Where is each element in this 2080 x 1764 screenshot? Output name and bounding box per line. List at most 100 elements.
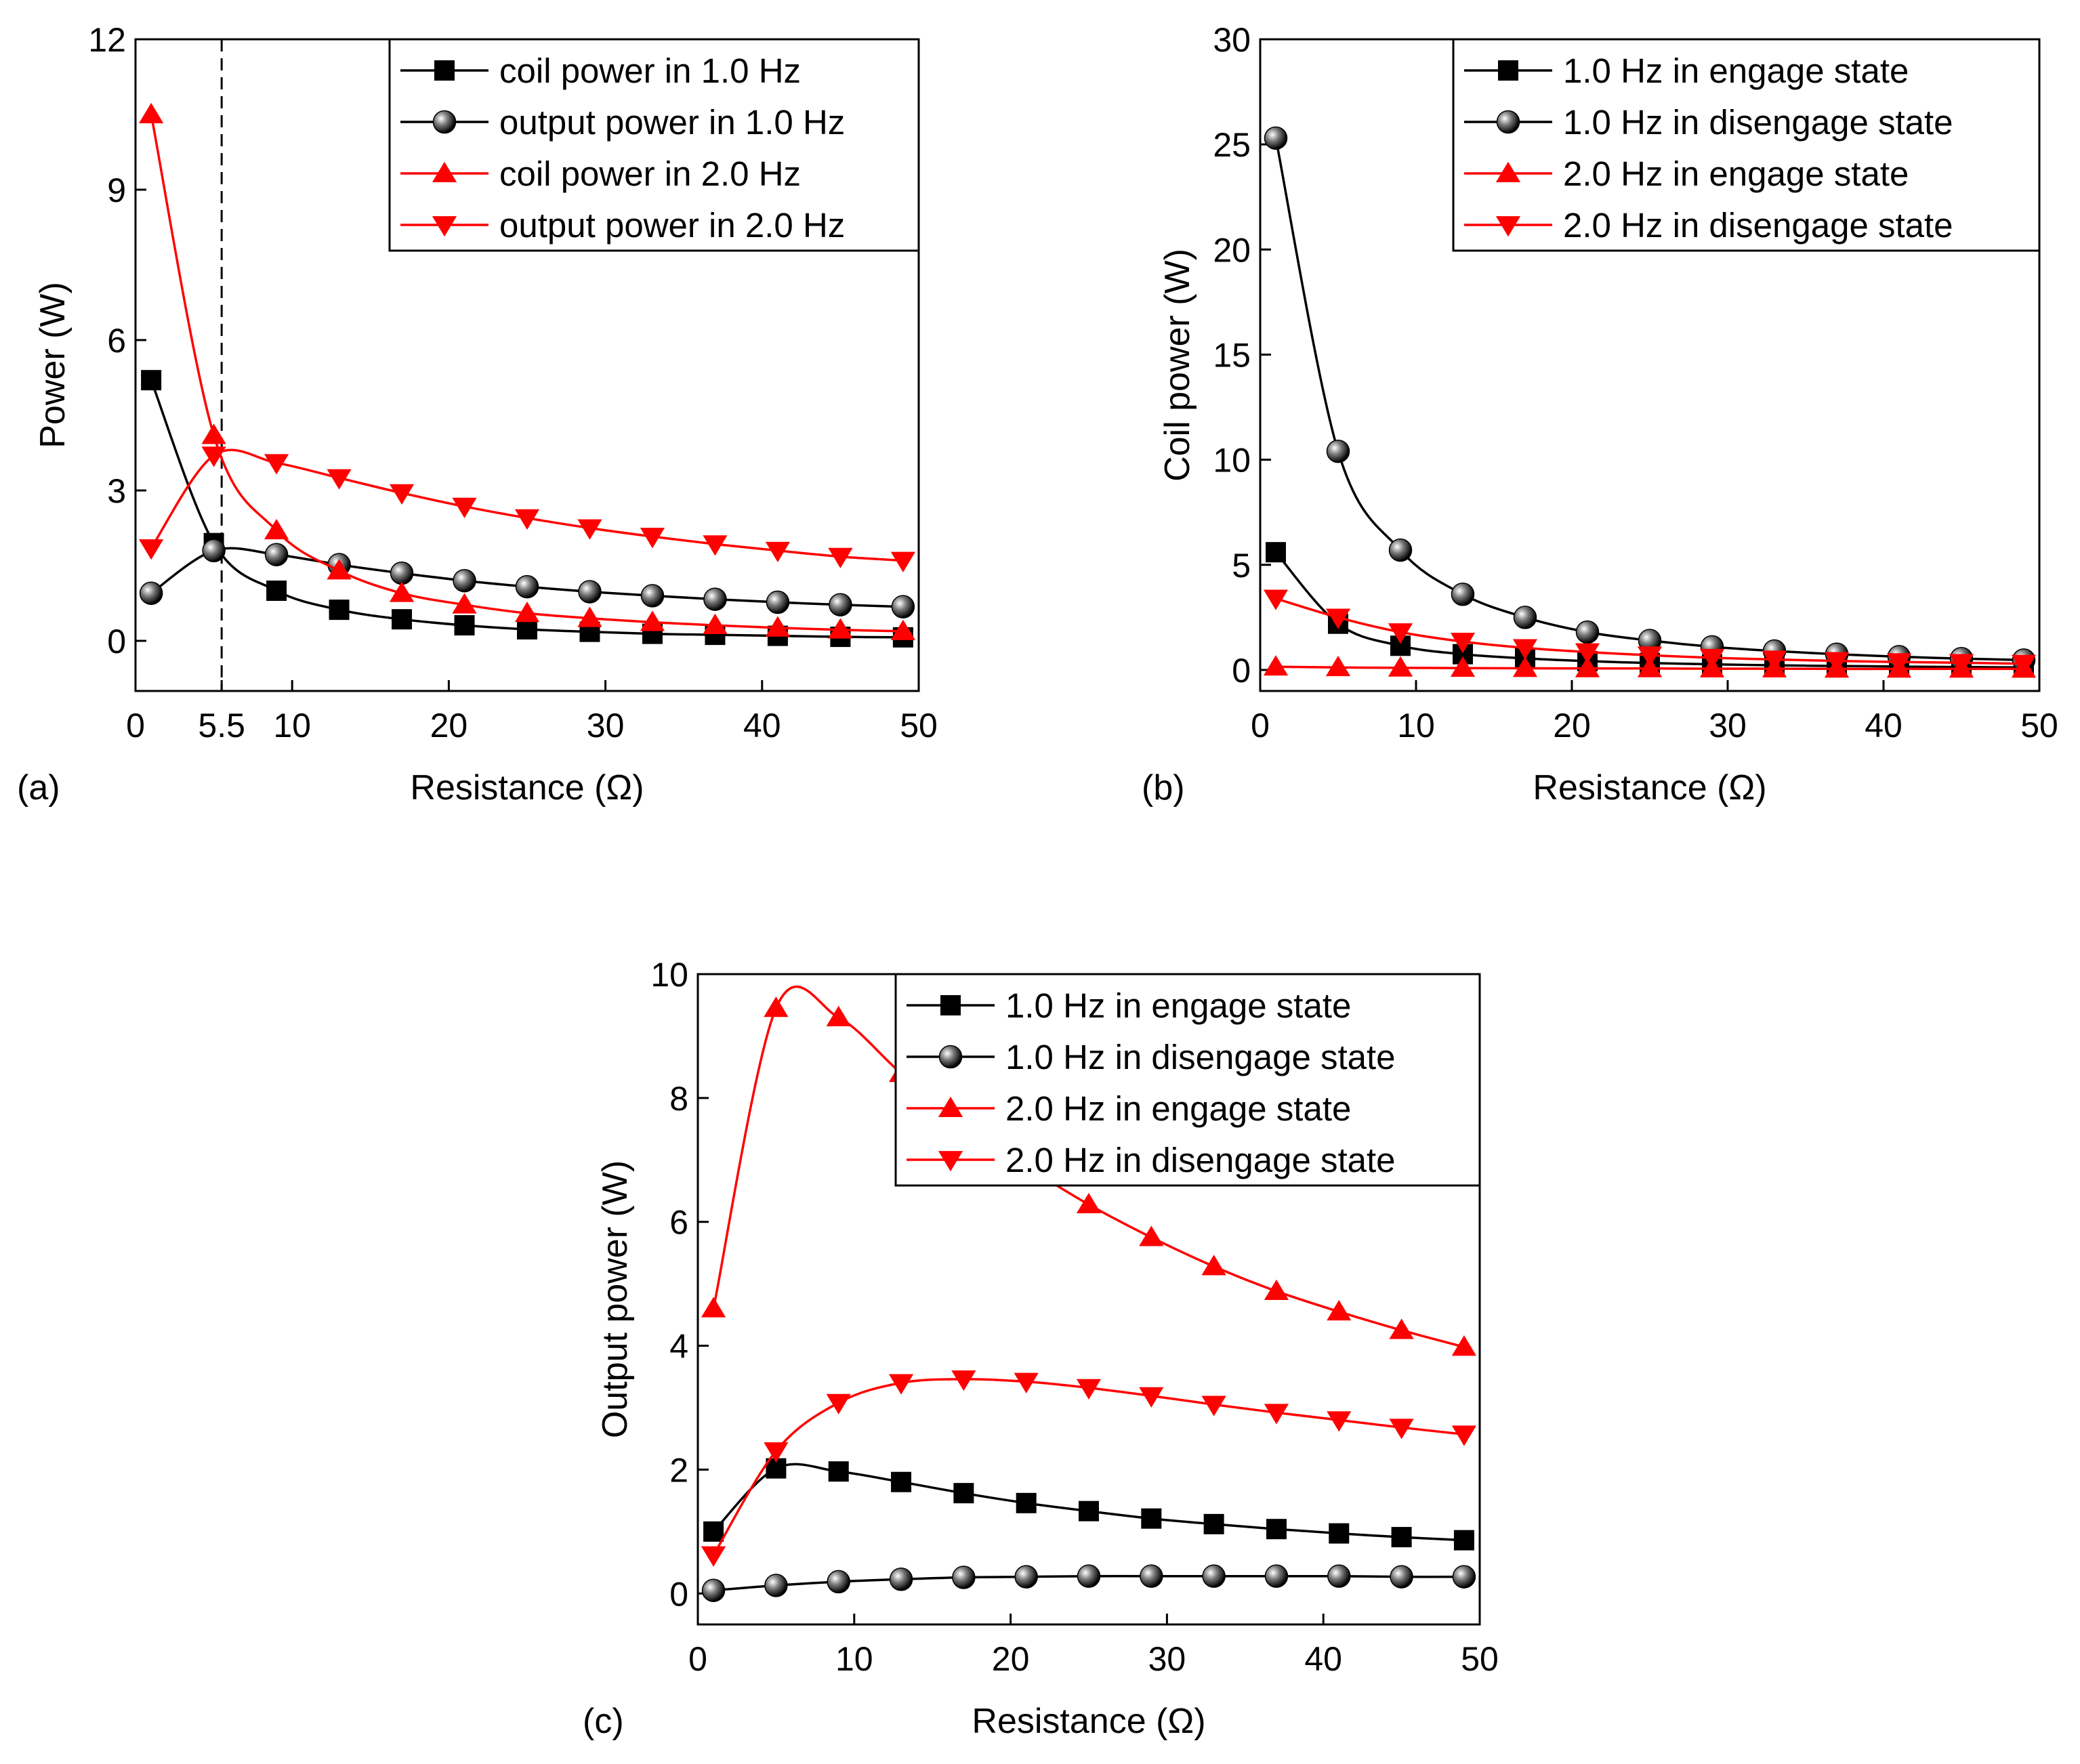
- legend-marker: [1498, 60, 1518, 81]
- x-tick-label: 50: [1461, 1640, 1499, 1678]
- data-point: [1451, 1335, 1477, 1356]
- data-point: [640, 528, 665, 549]
- panel-label: (b): [1142, 768, 1185, 807]
- y-tick-label: 10: [650, 956, 688, 994]
- legend-marker: [1496, 110, 1520, 134]
- y-tick-label: 2: [669, 1451, 688, 1489]
- data-point: [890, 551, 915, 572]
- data-point: [1079, 1500, 1099, 1521]
- data-point: [1014, 1372, 1039, 1393]
- data-point: [1325, 608, 1351, 629]
- legend-label: 2.0 Hz in engage state: [1563, 154, 1909, 193]
- series-1: [701, 1564, 1476, 1602]
- data-point: [1325, 655, 1351, 677]
- y-axis-title: Output power (W): [596, 1160, 635, 1438]
- data-point: [765, 616, 791, 637]
- data-point: [1201, 1395, 1226, 1416]
- data-point: [1264, 1564, 1289, 1588]
- data-point: [264, 518, 289, 540]
- data-point: [953, 1483, 974, 1504]
- series-line: [712, 1378, 1465, 1556]
- data-point: [703, 535, 728, 556]
- data-point: [454, 615, 475, 636]
- data-point: [764, 1574, 788, 1597]
- data-point: [1389, 1419, 1414, 1440]
- data-point: [453, 568, 476, 593]
- legend: 1.0 Hz in engage state 1.0 Hz in disengag…: [1452, 38, 2041, 252]
- data-point: [890, 619, 915, 640]
- data-point: [640, 610, 665, 631]
- x-tick-label: 5.5: [198, 707, 245, 744]
- x-tick-label: 0: [126, 707, 145, 744]
- legend-box: [1452, 38, 2041, 252]
- data-point: [577, 519, 602, 540]
- chart-b: 0 10 20 30 40 50 0 5 10 15 20 25 30 Resistance (Ω) Coi…: [1142, 21, 2058, 807]
- data-point: [829, 593, 852, 616]
- data-point: [1326, 439, 1350, 463]
- data-point: [1513, 606, 1537, 629]
- data-point: [266, 581, 287, 601]
- legend-label: 1.0 Hz in engage state: [1563, 51, 1909, 90]
- data-point: [390, 561, 414, 585]
- data-point: [1266, 542, 1286, 563]
- x-axis-title: Resistance (Ω): [1533, 768, 1766, 807]
- data-point: [1637, 656, 1663, 677]
- data-point: [828, 618, 853, 639]
- data-point: [1264, 1404, 1289, 1425]
- y-tick-label: 3: [107, 472, 126, 510]
- y-tick-label: 15: [1213, 336, 1251, 374]
- data-point: [764, 996, 789, 1017]
- data-point: [1575, 643, 1600, 664]
- legend-label: 2.0 Hz in disengage state: [1563, 206, 1953, 245]
- data-point: [1140, 1564, 1163, 1588]
- panel-label: (c): [583, 1702, 624, 1741]
- legend-marker: [938, 1045, 963, 1069]
- y-tick-label: 0: [107, 623, 126, 660]
- legend-marker: [940, 995, 961, 1015]
- legend-label: 2.0 Hz in disengage state: [1005, 1141, 1396, 1179]
- y-tick-label: 0: [1232, 652, 1251, 690]
- data-point: [577, 606, 602, 627]
- series-3: [701, 1370, 1477, 1567]
- legend-marker: [432, 216, 457, 237]
- data-point: [514, 602, 540, 623]
- data-point: [701, 1297, 726, 1318]
- legend-label: 2.0 Hz in engage state: [1005, 1089, 1351, 1128]
- data-point: [514, 509, 540, 530]
- series-0: [703, 1458, 1474, 1551]
- data-point: [826, 1005, 851, 1026]
- legend-label: 1.0 Hz in disengage state: [1563, 103, 1953, 142]
- data-point: [1263, 589, 1289, 610]
- data-point: [1451, 583, 1475, 606]
- data-point: [452, 593, 477, 614]
- data-point: [765, 541, 791, 563]
- data-point: [826, 1393, 851, 1414]
- data-point: [1264, 1279, 1289, 1301]
- data-point: [703, 1521, 724, 1542]
- data-point: [1266, 1519, 1287, 1540]
- x-tick-label: 0: [688, 1640, 707, 1678]
- data-point: [264, 543, 289, 566]
- legend-marker: [432, 161, 457, 182]
- x-tick-label: 40: [1304, 1640, 1342, 1678]
- series-3: [1263, 589, 2037, 675]
- data-point: [888, 1374, 914, 1395]
- y-tick-label: 12: [88, 21, 126, 59]
- data-point: [1263, 655, 1289, 676]
- y-tick-label: 0: [669, 1575, 688, 1613]
- series-2: [139, 102, 915, 640]
- data-point: [327, 469, 352, 490]
- data-point: [1077, 1564, 1101, 1588]
- legend-box: [388, 38, 920, 252]
- data-point: [1202, 1564, 1226, 1588]
- data-point: [578, 580, 602, 604]
- data-point: [329, 600, 350, 621]
- legend: coil power in 1.0 Hz output power in 1.0 …: [388, 38, 920, 252]
- data-point: [1264, 126, 1288, 150]
- data-point: [1949, 654, 1974, 675]
- data-point: [1575, 620, 1600, 644]
- x-tick-label: 20: [1553, 707, 1591, 744]
- legend-label: output power in 2.0 Hz: [499, 206, 845, 245]
- data-point: [1203, 1513, 1224, 1534]
- y-tick-label: 8: [669, 1080, 688, 1118]
